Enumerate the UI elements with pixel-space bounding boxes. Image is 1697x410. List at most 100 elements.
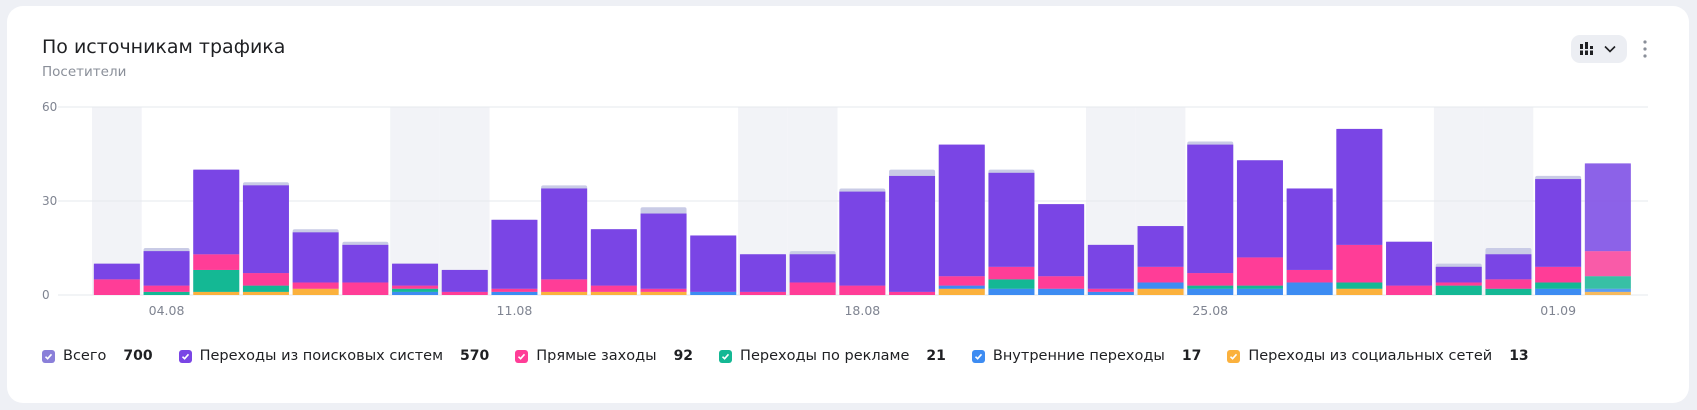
bar-search [889, 175, 936, 292]
legend-item-total[interactable]: Всего 700 [42, 348, 153, 364]
bar-search [1038, 204, 1085, 277]
checkbox-checked-icon[interactable] [971, 349, 985, 363]
checkbox-checked-icon[interactable] [1227, 349, 1241, 363]
bar-search [938, 144, 985, 277]
legend-item-internal[interactable]: Внутренние переходы 17 [971, 348, 1202, 364]
bar-internal [1137, 282, 1184, 289]
checkbox-checked-icon[interactable] [178, 349, 192, 363]
chevron-down-icon [1604, 45, 1616, 53]
legend-label: Всего [63, 348, 107, 364]
chart-title: По источникам трафика [42, 36, 286, 58]
bar-ads [143, 291, 190, 295]
legend-item-search[interactable]: Переходы из поисковых систем 570 [178, 348, 490, 364]
bar-direct [1236, 257, 1283, 286]
x-tick-label: 04.08 [149, 303, 185, 318]
bar-social [193, 291, 240, 295]
bar-search [839, 191, 886, 286]
bar-search [1286, 188, 1333, 270]
bar-ads [1435, 285, 1482, 295]
legend-value: 13 [1509, 348, 1529, 364]
bar-search [1535, 179, 1582, 267]
bar-social [1137, 288, 1184, 295]
y-tick-label: 0 [42, 288, 50, 302]
bar-internal [1286, 282, 1333, 295]
bar-internal [392, 291, 439, 295]
chart-subtitle: Посетители [42, 64, 127, 80]
bar-internal [1584, 288, 1631, 292]
bar-search [392, 263, 439, 286]
legend-item-social[interactable]: Переходы из социальных сетей 13 [1227, 348, 1529, 364]
bar-search [242, 185, 289, 274]
bar-ads [988, 279, 1035, 289]
bar-social [938, 288, 985, 295]
legend-label: Переходы по рекламе [740, 348, 910, 364]
bar-search [1236, 160, 1283, 258]
bar-direct [1137, 266, 1184, 283]
bar-search [342, 244, 389, 283]
bar-search [789, 254, 836, 283]
bar-direct [1386, 285, 1433, 295]
checkbox-checked-icon[interactable] [719, 349, 733, 363]
legend-value: 17 [1181, 348, 1202, 364]
bar-search [739, 254, 786, 292]
bar-direct [491, 288, 538, 292]
checkbox-checked-icon[interactable] [42, 349, 55, 363]
chart-legend: Всего 700 Переходы из поисковых систем 570 П… [42, 348, 1555, 364]
x-tick-label: 01.09 [1540, 303, 1576, 318]
bar-ads [1535, 282, 1582, 289]
legend-item-ads[interactable]: Переходы по рекламе 21 [719, 348, 946, 364]
bar-direct [1584, 251, 1631, 277]
bar-ads [193, 269, 240, 292]
legend-label: Прямые заходы [536, 348, 657, 364]
bar-internal [938, 285, 985, 289]
x-tick-label: 18.08 [844, 303, 880, 318]
bar-direct [988, 266, 1035, 280]
bar-direct [441, 291, 488, 295]
bar-direct [739, 291, 786, 295]
checkbox-checked-icon[interactable] [515, 349, 529, 363]
stacked-bar-chart-icon [1580, 42, 1593, 55]
bar-ads [242, 285, 289, 292]
bar-direct [1187, 273, 1234, 286]
bar-direct [640, 288, 687, 292]
bar-direct [242, 273, 289, 286]
legend-value: 570 [460, 348, 490, 364]
bar-ads [1187, 285, 1234, 289]
bar-social [242, 291, 289, 295]
bar-direct [590, 285, 637, 292]
bar-search [93, 263, 140, 280]
bar-direct [541, 279, 588, 292]
chart-type-dropdown-button[interactable] [1571, 35, 1627, 63]
bar-direct [889, 291, 936, 295]
x-tick-label: 11.08 [497, 303, 533, 318]
bar-ads [1584, 276, 1631, 289]
bar-direct [1286, 269, 1333, 283]
legend-item-direct[interactable]: Прямые заходы 92 [515, 348, 693, 364]
x-tick-label: 25.08 [1192, 303, 1228, 318]
bar-internal [1236, 288, 1283, 295]
legend-value: 700 [123, 348, 153, 364]
bar-internal [491, 291, 538, 295]
legend-label: Переходы из поисковых систем [199, 348, 444, 364]
stacked-bar-chart: 0 30 60 04.08 11.08 18.08 25.08 01.09 [42, 100, 1648, 318]
bar-search [590, 229, 637, 286]
bar-social [590, 291, 637, 295]
legend-label: Внутренние переходы [992, 348, 1165, 364]
y-tick-label: 30 [42, 194, 57, 208]
bar-direct [1336, 244, 1383, 283]
legend-value: 21 [926, 348, 946, 364]
bar-search [143, 251, 190, 286]
legend-value: 92 [673, 348, 694, 364]
bar-search [292, 232, 339, 283]
bar-direct [1535, 266, 1582, 283]
more-vertical-icon[interactable] [1640, 38, 1650, 60]
bar-direct [938, 276, 985, 286]
bar-search [1386, 241, 1433, 286]
bar-direct [1038, 276, 1085, 289]
bar-social [1336, 288, 1383, 295]
legend-label: Переходы из социальных сетей [1248, 348, 1493, 364]
bar-search [988, 172, 1035, 267]
bar-social [292, 288, 339, 295]
bar-search [640, 213, 687, 289]
bar-search [1087, 244, 1134, 289]
